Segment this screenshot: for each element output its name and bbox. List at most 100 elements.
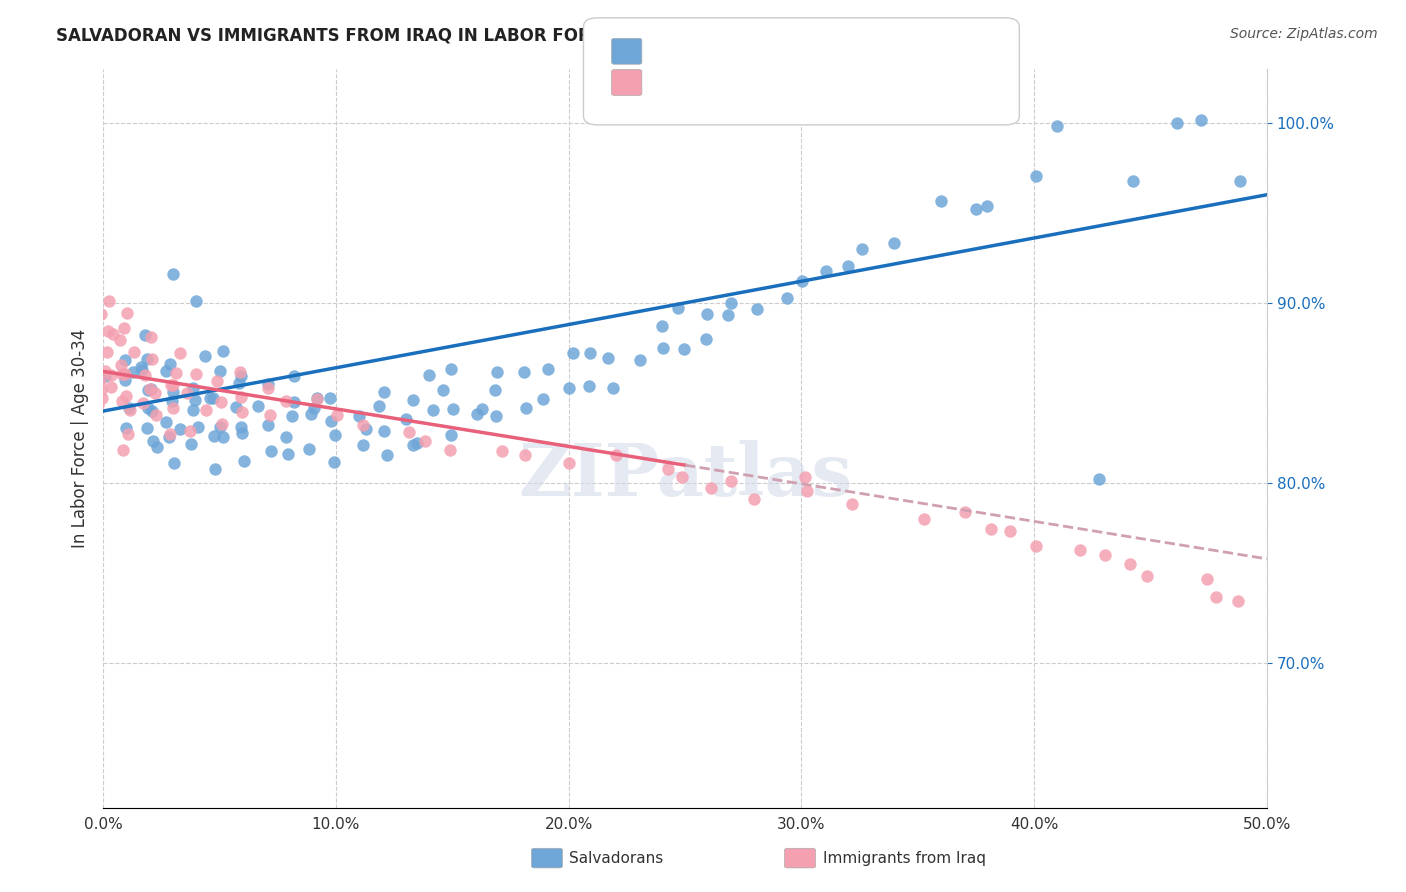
Point bbox=[402, 392, 425, 407]
Point bbox=[485, 409, 508, 424]
Point bbox=[883, 236, 905, 251]
Point bbox=[837, 259, 859, 273]
Point bbox=[602, 381, 624, 395]
Point bbox=[368, 400, 391, 414]
Point bbox=[792, 274, 814, 288]
Point bbox=[745, 301, 768, 316]
Point bbox=[115, 389, 138, 403]
Point bbox=[912, 512, 935, 526]
Point bbox=[118, 402, 141, 417]
Point bbox=[184, 393, 207, 408]
Point bbox=[110, 358, 132, 372]
Point bbox=[579, 346, 602, 360]
Point bbox=[440, 428, 463, 442]
Point bbox=[302, 401, 325, 415]
Point bbox=[557, 456, 579, 470]
Point bbox=[155, 364, 177, 378]
Point bbox=[96, 344, 118, 359]
Y-axis label: In Labor Force | Age 30-34: In Labor Force | Age 30-34 bbox=[72, 328, 89, 548]
Point bbox=[1094, 548, 1116, 562]
Point bbox=[136, 401, 159, 415]
Point bbox=[162, 401, 184, 416]
Point bbox=[204, 462, 226, 476]
Point bbox=[931, 194, 953, 209]
Point bbox=[405, 436, 427, 450]
Point bbox=[169, 346, 191, 360]
Point bbox=[1087, 472, 1109, 486]
Text: R = -0.166    N =  82: R = -0.166 N = 82 bbox=[675, 76, 848, 94]
Text: ZIPatlas: ZIPatlas bbox=[517, 440, 852, 510]
Point bbox=[90, 391, 112, 405]
Point bbox=[298, 442, 321, 456]
Point bbox=[281, 409, 304, 423]
Point bbox=[122, 365, 145, 379]
Point bbox=[256, 417, 278, 432]
Point bbox=[672, 342, 695, 356]
Point bbox=[90, 307, 112, 321]
Point bbox=[323, 428, 346, 442]
Point bbox=[195, 402, 218, 417]
Point bbox=[441, 402, 464, 417]
Point bbox=[418, 368, 440, 382]
Point bbox=[814, 264, 837, 278]
Point bbox=[558, 381, 581, 395]
Point bbox=[89, 374, 111, 388]
Point bbox=[375, 448, 398, 462]
Point bbox=[115, 306, 138, 320]
Text: Salvadorans: Salvadorans bbox=[569, 851, 664, 865]
Point bbox=[326, 409, 349, 423]
Point bbox=[373, 384, 395, 399]
Point bbox=[512, 365, 534, 379]
Point bbox=[111, 393, 134, 408]
Point bbox=[1069, 542, 1091, 557]
Text: R =  0.483    N = 126: R = 0.483 N = 126 bbox=[675, 43, 853, 61]
Point bbox=[562, 346, 585, 360]
Point bbox=[117, 426, 139, 441]
Point bbox=[537, 362, 560, 376]
Point bbox=[114, 373, 136, 387]
Point bbox=[187, 420, 209, 434]
Point bbox=[1046, 119, 1069, 133]
Point bbox=[118, 401, 141, 415]
Point bbox=[231, 405, 253, 419]
Point bbox=[146, 440, 169, 454]
Point bbox=[322, 455, 344, 469]
Point bbox=[605, 448, 627, 462]
Point bbox=[141, 351, 163, 366]
Point bbox=[186, 294, 208, 309]
Point bbox=[180, 437, 202, 451]
Point bbox=[578, 378, 600, 392]
Point bbox=[413, 434, 436, 448]
Point bbox=[700, 481, 723, 495]
Point bbox=[402, 438, 425, 452]
Point bbox=[439, 442, 461, 457]
Point bbox=[598, 351, 620, 366]
Point bbox=[142, 434, 165, 448]
Point bbox=[155, 415, 177, 429]
Point bbox=[183, 402, 205, 417]
Point bbox=[229, 390, 252, 404]
Point bbox=[163, 456, 186, 470]
Point bbox=[231, 425, 253, 440]
Point bbox=[1195, 572, 1218, 586]
Point bbox=[276, 394, 298, 409]
Point bbox=[131, 363, 153, 377]
Point bbox=[513, 448, 536, 462]
Point bbox=[652, 341, 675, 355]
Point bbox=[256, 377, 278, 392]
Point bbox=[720, 474, 742, 488]
Point bbox=[1122, 174, 1144, 188]
Point bbox=[742, 492, 765, 507]
Point bbox=[440, 362, 463, 376]
Point bbox=[114, 420, 136, 434]
Point bbox=[1025, 539, 1047, 553]
Point bbox=[628, 352, 651, 367]
Point bbox=[276, 429, 298, 443]
Point bbox=[98, 293, 121, 308]
Point bbox=[259, 408, 281, 422]
Point bbox=[953, 505, 976, 519]
Point bbox=[1025, 169, 1047, 183]
Point bbox=[101, 326, 124, 341]
Point bbox=[965, 202, 987, 217]
Point bbox=[159, 426, 181, 441]
